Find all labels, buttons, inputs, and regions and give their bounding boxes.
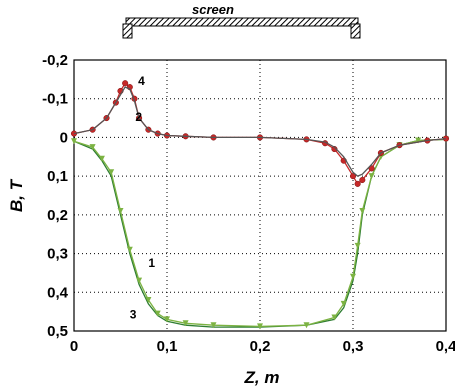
data-point bbox=[71, 138, 77, 145]
series-4 bbox=[73, 86, 447, 177]
data-point bbox=[340, 300, 347, 307]
data-point bbox=[354, 242, 361, 249]
data-point bbox=[117, 207, 124, 214]
y-tick-label: 0,2 bbox=[47, 207, 68, 224]
data-point bbox=[303, 322, 310, 329]
curve-label: 3 bbox=[130, 308, 137, 322]
data-point bbox=[331, 314, 338, 321]
screen-bar bbox=[125, 17, 359, 27]
x-tick-label: 0,3 bbox=[343, 338, 364, 355]
data-point bbox=[108, 169, 115, 176]
data-point bbox=[368, 173, 375, 180]
y-axis-title: B, T bbox=[7, 178, 26, 212]
series-3 bbox=[71, 136, 449, 330]
y-tick-labels: -0,2 -0,1 0 0,1 0,2 0,3 0,4 0,5 bbox=[42, 52, 69, 340]
data-point bbox=[89, 144, 96, 151]
x-tick-labels: 0 0,1 0,2 0,3 0,4 bbox=[70, 338, 455, 355]
screen-right-post bbox=[350, 23, 361, 39]
data-point bbox=[368, 165, 375, 172]
y-tick-label: -0,2 bbox=[42, 52, 68, 69]
screen-label: screen bbox=[192, 2, 234, 17]
data-point bbox=[210, 322, 217, 329]
series-layer bbox=[70, 80, 450, 330]
data-point bbox=[350, 273, 356, 280]
series-line bbox=[73, 86, 447, 177]
data-point bbox=[359, 176, 366, 184]
data-point bbox=[98, 155, 105, 162]
data-point bbox=[359, 207, 366, 214]
y-tick-label: 0,4 bbox=[47, 284, 69, 301]
data-point bbox=[354, 180, 361, 187]
x-tick-label: 0,1 bbox=[157, 338, 178, 355]
data-point bbox=[415, 137, 422, 144]
data-point bbox=[154, 310, 161, 317]
data-point bbox=[145, 297, 152, 304]
data-point bbox=[164, 316, 170, 323]
data-point bbox=[257, 323, 263, 330]
screen-left-post bbox=[122, 23, 133, 39]
x-tick-label: 0,2 bbox=[250, 338, 271, 355]
y-tick-label: 0,5 bbox=[47, 323, 68, 340]
y-tick-label: 0,3 bbox=[47, 246, 68, 263]
screen-schematic: screen bbox=[122, 2, 361, 39]
data-point bbox=[349, 173, 357, 180]
y-tick-label: -0,1 bbox=[42, 91, 68, 108]
curve-label: 2 bbox=[135, 110, 142, 124]
x-tick-label: 0 bbox=[70, 338, 78, 355]
y-tick-label: 0,1 bbox=[47, 168, 68, 185]
series-line bbox=[73, 138, 447, 328]
data-point bbox=[126, 246, 133, 253]
x-axis-title: Z, m bbox=[244, 368, 280, 387]
y-tick-label: 0 bbox=[60, 129, 68, 146]
data-point bbox=[182, 320, 189, 327]
curve-label: 1 bbox=[148, 256, 155, 270]
curve-label: 4 bbox=[138, 74, 145, 88]
data-point bbox=[122, 80, 129, 87]
data-point bbox=[136, 277, 143, 284]
x-tick-label: 0,4 bbox=[436, 338, 455, 355]
curve-labels: 4 2 1 3 bbox=[130, 74, 156, 321]
